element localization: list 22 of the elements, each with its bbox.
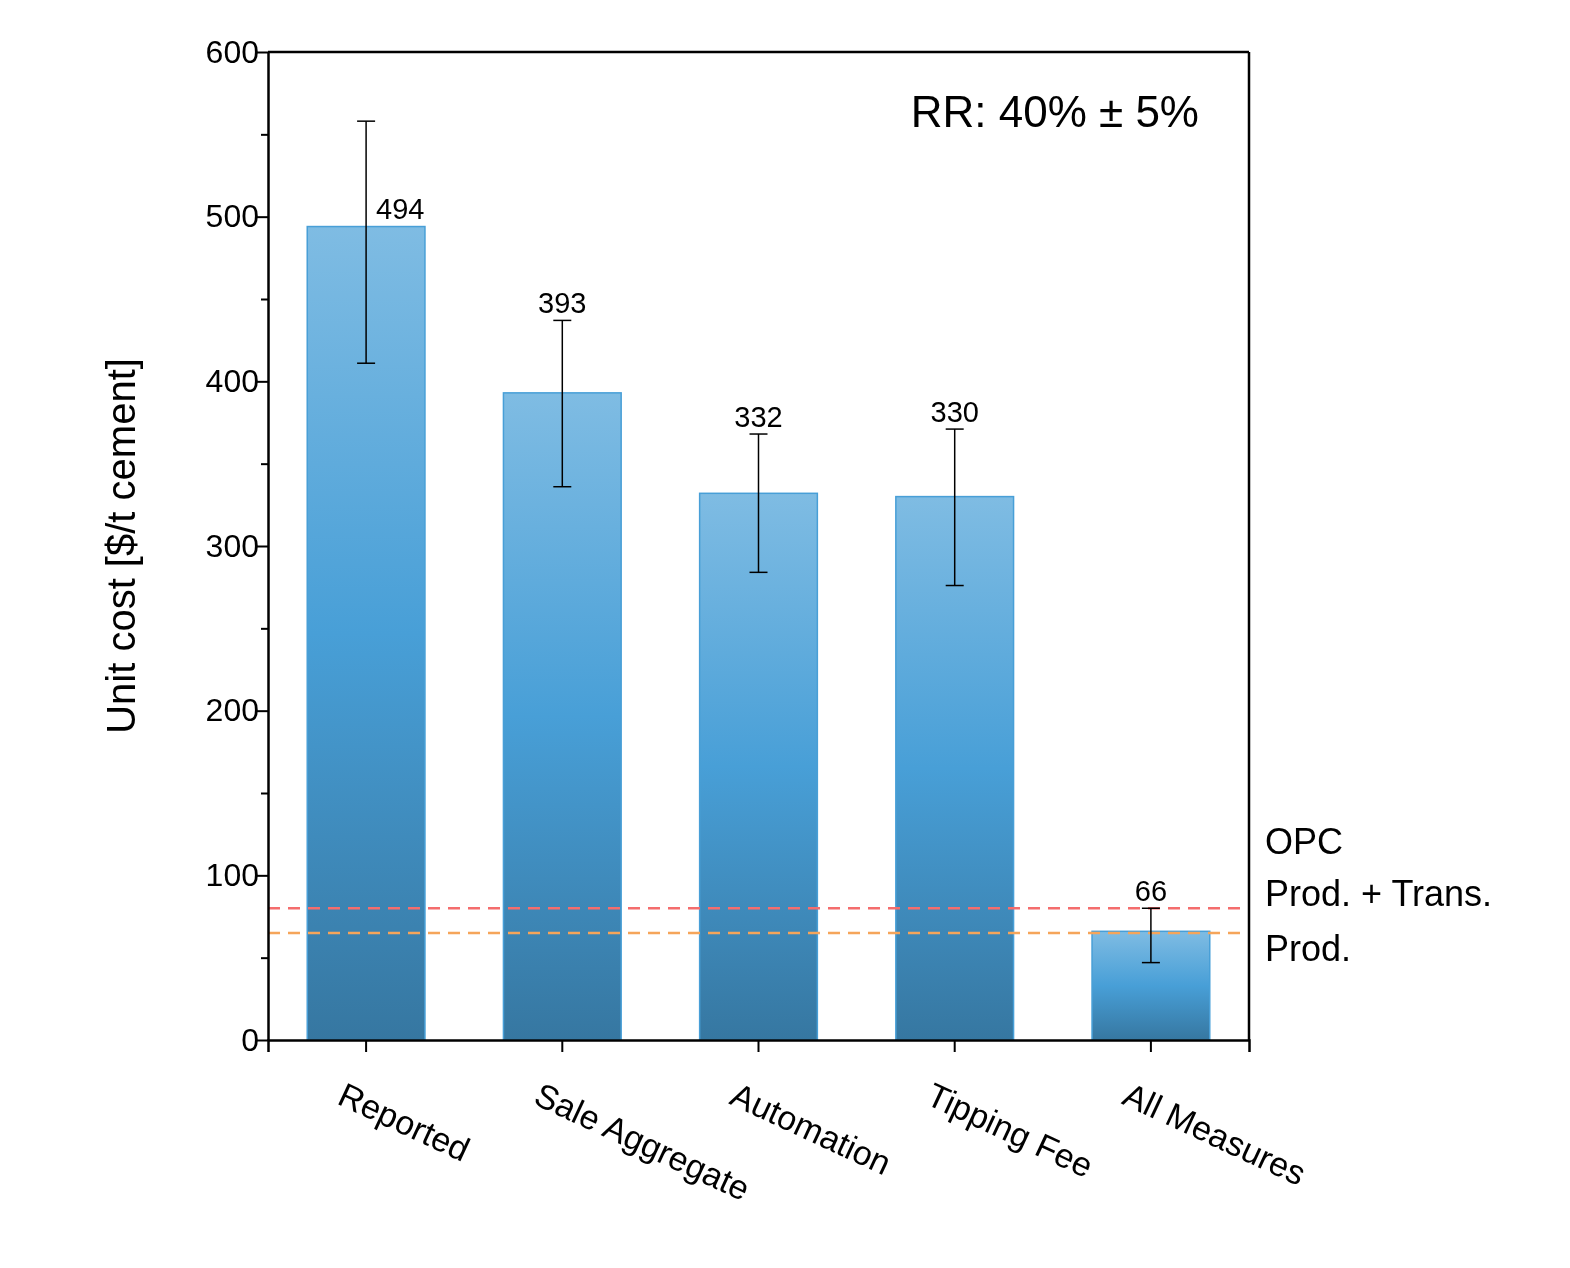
bar xyxy=(895,495,1015,1041)
data-label: 332 xyxy=(734,401,783,434)
text: OPC xyxy=(1265,821,1344,863)
bar xyxy=(306,225,426,1041)
y-axis-title: Unit cost [$/t cement] xyxy=(99,358,143,734)
y-tick-label: 0 xyxy=(241,1021,259,1058)
data-label: 393 xyxy=(538,287,587,320)
y-tick-label: 100 xyxy=(205,857,259,894)
data-label: 66 xyxy=(1134,875,1168,908)
data-label: 330 xyxy=(930,396,979,429)
y-tick-label: 400 xyxy=(205,363,259,400)
ref-line-label: Prod. + Trans. xyxy=(1265,873,1493,915)
bar xyxy=(698,492,819,1041)
bar xyxy=(1091,930,1211,1041)
y-tick-label: 500 xyxy=(205,198,259,235)
data-label: 494 xyxy=(376,192,425,225)
y-tick-label: 200 xyxy=(205,692,259,729)
bar xyxy=(502,392,622,1041)
y-tick-label: 300 xyxy=(205,527,259,564)
annotation: RR: 40% ± 5% xyxy=(910,87,1199,136)
y-tick-label: 600 xyxy=(205,33,259,70)
ref-line-label: Prod. xyxy=(1265,927,1352,969)
